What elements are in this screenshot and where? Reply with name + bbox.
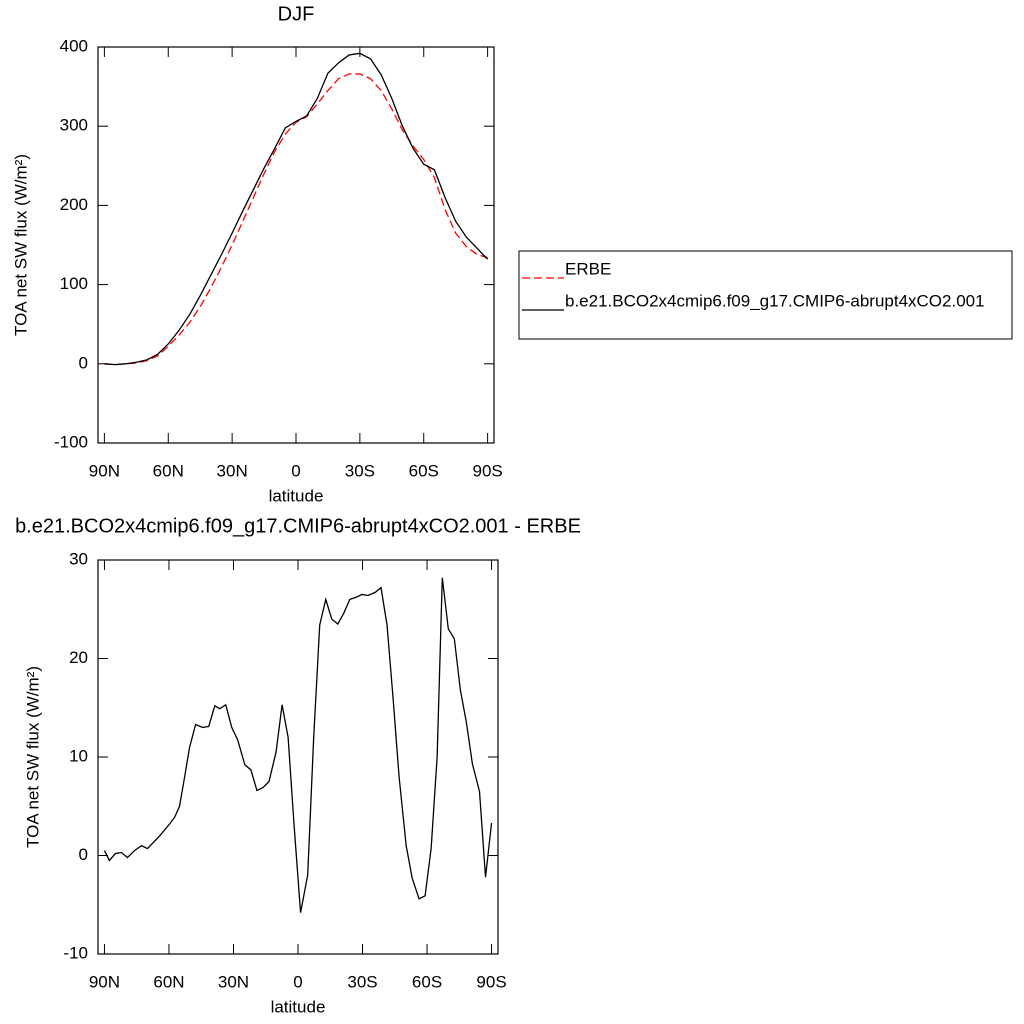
x-axis-label: latitude — [271, 997, 326, 1016]
plot-frame — [97, 46, 495, 444]
y-tick-label: -10 — [63, 943, 88, 962]
x-tick-label: 30S — [347, 972, 377, 991]
x-axis-label: latitude — [269, 486, 324, 505]
x-tick-label: 0 — [293, 972, 302, 991]
data-line — [103, 577, 493, 913]
x-tick-label: 30N — [218, 972, 249, 991]
plot-frame — [97, 559, 499, 955]
y-tick-label: 400 — [60, 36, 88, 55]
legend-label: b.e21.BCO2x4cmip6.f09_g17.CMIP6-abrupt4x… — [565, 291, 985, 310]
y-tick-label: -100 — [54, 432, 88, 451]
x-tick-label: 30S — [345, 461, 375, 480]
y-tick-label: 30 — [69, 549, 88, 568]
y-tick-label: 0 — [79, 845, 88, 864]
x-tick-label: 90S — [476, 972, 506, 991]
y-tick-label: 100 — [60, 274, 88, 293]
chart-title: b.e21.BCO2x4cmip6.f09_g17.CMIP6-abrupt4x… — [15, 515, 581, 537]
x-tick-label: 30N — [217, 461, 248, 480]
legend-box — [518, 250, 1013, 340]
x-tick-label: 90S — [472, 461, 502, 480]
y-axis-label: TOA net SW flux (W/m²) — [23, 666, 42, 848]
data-line — [104, 52, 489, 366]
y-tick-label: 200 — [60, 195, 88, 214]
y-tick-label: 300 — [60, 116, 88, 135]
x-tick-label: 60S — [409, 461, 439, 480]
x-tick-label: 60N — [153, 972, 184, 991]
chart-title: DJF — [278, 3, 315, 25]
y-tick-label: 0 — [79, 353, 88, 372]
y-tick-label: 20 — [69, 648, 88, 667]
x-tick-label: 60N — [153, 461, 184, 480]
x-tick-label: 60S — [412, 972, 442, 991]
x-tick-label: 0 — [291, 461, 300, 480]
legend-label: ERBE — [565, 259, 611, 278]
y-axis-label: TOA net SW flux (W/m²) — [11, 154, 30, 336]
data-line — [104, 73, 488, 366]
x-tick-label: 90N — [89, 461, 120, 480]
y-tick-label: 10 — [69, 746, 88, 765]
x-tick-label: 90N — [89, 972, 120, 991]
